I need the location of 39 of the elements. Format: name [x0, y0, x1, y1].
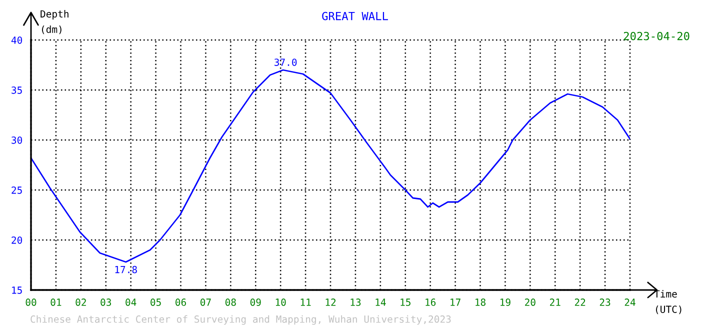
- y-tick-label: 35: [12, 86, 22, 94]
- y-tick-label: 15: [12, 286, 22, 294]
- x-tick-label: 00: [26, 298, 36, 306]
- x-tick-label: 15: [400, 298, 410, 306]
- x-tick-label: 06: [176, 298, 186, 306]
- y-tick-label: 20: [12, 236, 22, 244]
- x-tick-label: 12: [326, 298, 336, 306]
- x-tick-label: 14: [376, 298, 386, 306]
- text: Chinese Antarctic Center of Surveying and Mapping, Wuhan University,2023: [30, 315, 451, 325]
- x-tick-label: 02: [76, 298, 86, 306]
- x-tick-label: 20: [525, 298, 536, 306]
- annotation: 17.8: [115, 266, 137, 274]
- x-axis-title: Time (UTC): [654, 290, 682, 314]
- x-tick-label: 07: [200, 298, 211, 306]
- annotation: 37.0: [274, 58, 297, 66]
- y-tick-label: 30: [12, 136, 22, 144]
- y-tick-label: 25: [12, 186, 22, 194]
- x-tick-label: 04: [126, 298, 136, 306]
- x-tick-label: 08: [225, 298, 236, 306]
- x-tick-label: 10: [276, 298, 286, 306]
- y-axis-title: Depth (dm): [40, 10, 68, 34]
- x-tick-label: 23: [600, 298, 610, 306]
- x-tick-label: 13: [350, 298, 361, 306]
- x-tick-label: 09: [250, 298, 261, 306]
- x-tick-label: 24: [624, 298, 636, 306]
- line-series: [31, 69, 630, 263]
- x-tick-label: 22: [574, 298, 586, 306]
- x-tick-label: 16: [426, 298, 436, 306]
- x-tick-label: 17: [450, 298, 460, 306]
- y-tick-label: 40: [11, 36, 22, 44]
- x-tick-label: 18: [476, 298, 486, 306]
- x-tick-label: 05: [150, 298, 161, 306]
- x-tick-label: 03: [100, 298, 111, 306]
- chart-title: GREAT WALL: [322, 12, 388, 20]
- x-tick-label: 01: [50, 298, 62, 306]
- x-tick-label: 11: [300, 298, 311, 306]
- x-tick-label: 19: [500, 298, 510, 306]
- x-tick-label: 21: [550, 298, 560, 306]
- text: 2023-04-20: [624, 32, 690, 40]
